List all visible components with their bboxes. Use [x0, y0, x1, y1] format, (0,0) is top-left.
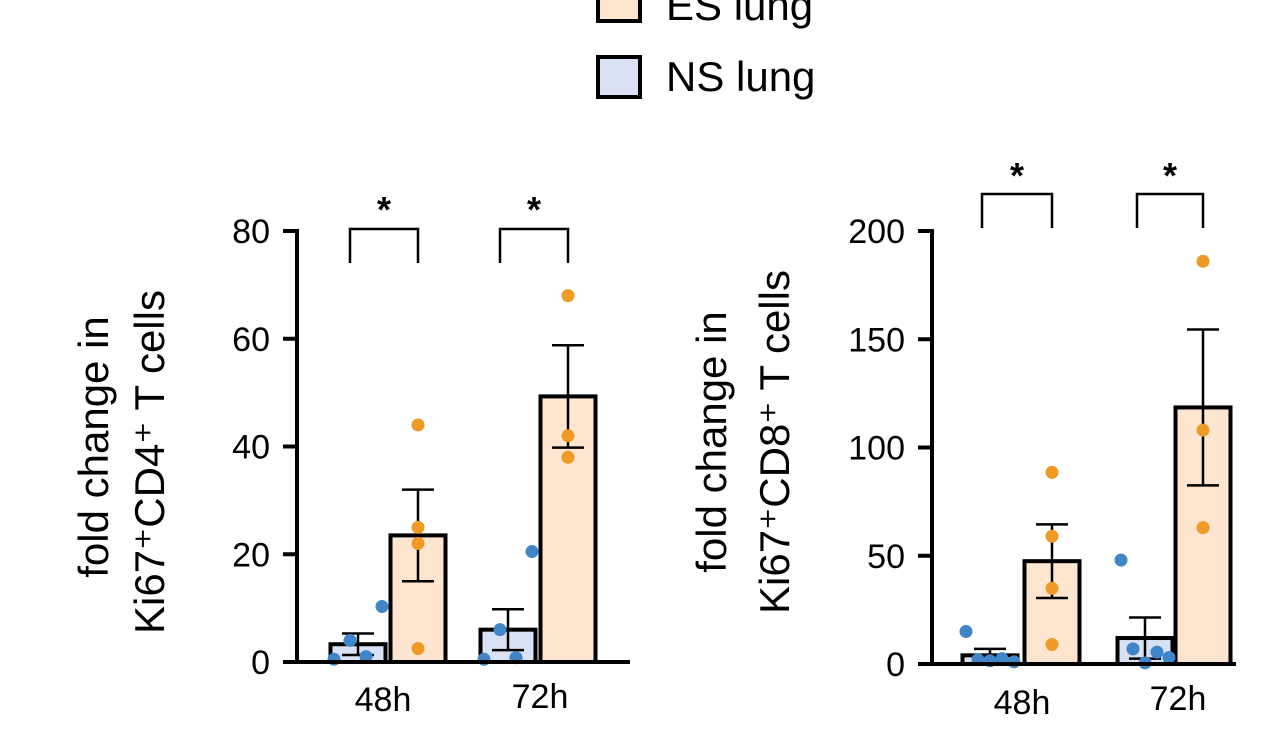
x-tick-label-72h: 72h — [512, 678, 569, 716]
data-points — [959, 254, 1210, 670]
error-bars — [342, 343, 584, 657]
significance-brackets: * * — [348, 189, 570, 263]
data-point — [525, 545, 539, 559]
x-tick-label-48h: 48h — [355, 681, 412, 719]
chart-cd8: fold change in Ki67⁺CD8⁺ T cells 0 50 100 1… — [688, 155, 1236, 722]
data-point — [561, 429, 575, 443]
data-point — [411, 536, 425, 550]
y-axis-ticks: 0 50 100 150 200 — [848, 213, 932, 684]
significance-star: * — [1010, 155, 1024, 196]
data-point — [411, 520, 425, 534]
data-point — [411, 642, 425, 656]
y-tick-label: 60 — [232, 321, 270, 359]
x-tick-label-72h: 72h — [1150, 680, 1207, 718]
data-point — [1007, 655, 1021, 669]
data-point — [493, 623, 507, 637]
data-point — [1114, 553, 1128, 567]
y-axis-label-line1: fold change in — [688, 311, 735, 573]
chart-cd4: fold change in Ki67⁺CD4⁺ T cells 0 20 40 60… — [70, 189, 630, 719]
data-point — [359, 650, 373, 664]
y-tick-label: 100 — [848, 430, 905, 468]
y-tick-label: 80 — [232, 213, 270, 251]
y-tick-label: 0 — [886, 646, 905, 684]
y-axis-label-line1: fold change in — [70, 316, 117, 578]
data-point — [343, 633, 357, 647]
legend: ES lung NS lung — [596, 0, 815, 100]
data-point — [411, 418, 425, 432]
y-tick-label: 150 — [848, 321, 905, 359]
data-point — [1045, 638, 1059, 652]
bars — [328, 394, 598, 665]
significance-star: * — [377, 189, 391, 230]
significance-brackets: * * — [980, 155, 1205, 228]
data-point — [1126, 642, 1140, 656]
data-point — [561, 289, 575, 303]
y-axis-ticks: 0 20 40 60 80 — [232, 213, 297, 682]
significance-star: * — [1163, 155, 1177, 196]
y-axis-label-line2: Ki67⁺CD4⁺ T cells — [126, 290, 173, 634]
data-point — [1045, 465, 1059, 479]
data-point — [375, 600, 389, 614]
data-point — [959, 625, 973, 639]
legend-swatch-ns-lung — [596, 55, 642, 99]
y-tick-label: 0 — [251, 644, 270, 682]
y-tick-label: 50 — [867, 538, 905, 576]
legend-swatch-es-lung — [596, 0, 642, 23]
significance-bracket — [498, 227, 570, 263]
data-point — [1196, 254, 1210, 268]
data-point — [1196, 423, 1210, 437]
x-tick-label-48h: 48h — [994, 684, 1051, 722]
significance-bracket — [1135, 192, 1205, 228]
data-point — [561, 450, 575, 464]
significance-star: * — [527, 189, 541, 230]
y-tick-label: 20 — [232, 536, 270, 574]
legend-label-es-lung: ES lung — [666, 0, 813, 29]
data-point — [1045, 581, 1059, 595]
legend-label-ns-lung: NS lung — [666, 53, 815, 100]
data-point — [1150, 645, 1164, 659]
data-point — [1196, 521, 1210, 535]
significance-bracket — [980, 192, 1054, 228]
bars — [960, 405, 1233, 667]
y-axis-label-line2: Ki67⁺CD8⁺ T cells — [751, 270, 798, 614]
significance-bracket — [348, 227, 420, 263]
data-point — [1162, 651, 1176, 665]
y-tick-label: 200 — [848, 213, 905, 251]
data-point — [995, 652, 1009, 666]
data-points — [327, 289, 575, 666]
data-point — [1045, 529, 1059, 543]
y-tick-label: 40 — [232, 429, 270, 467]
